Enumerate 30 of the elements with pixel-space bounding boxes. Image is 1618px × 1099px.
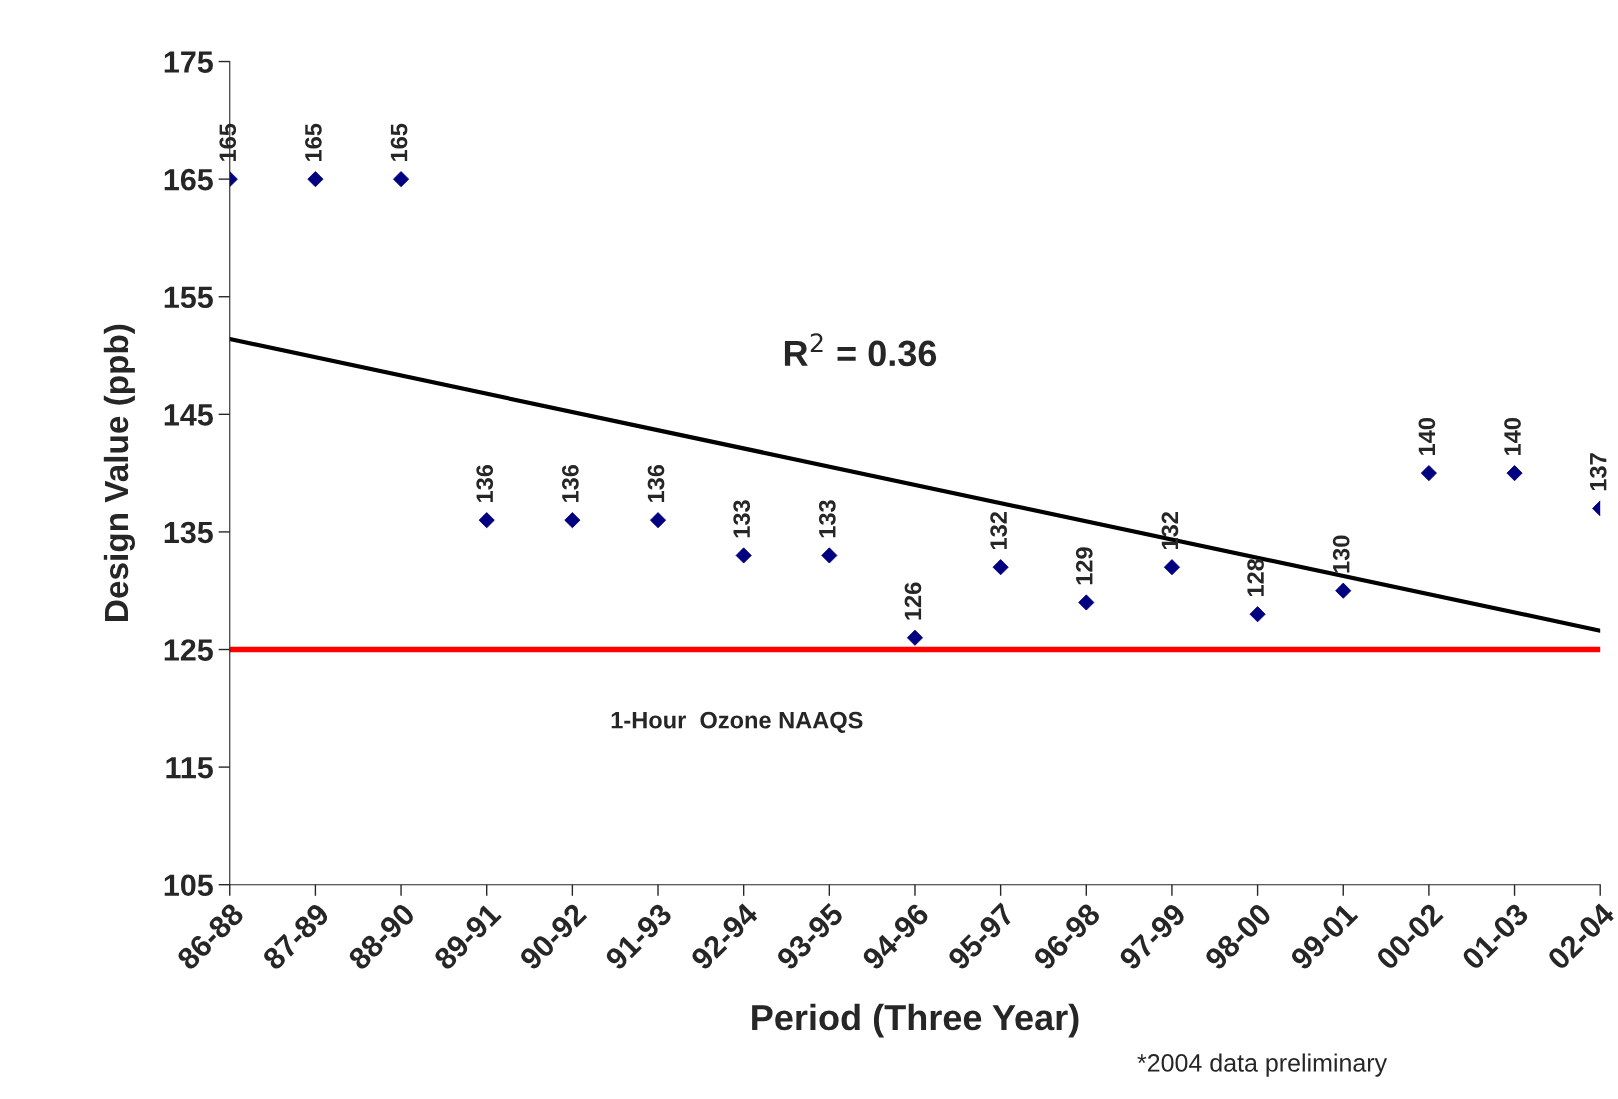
data-label: 165: [390, 123, 408, 161]
data-label: 140: [1418, 418, 1436, 455]
y-tick-label: 145: [164, 404, 213, 426]
data-label: 129: [1075, 547, 1093, 585]
y-tick-label: 175: [164, 51, 213, 73]
y-tick-label: 105: [164, 874, 213, 897]
y-axis-title: Design Value (ppb): [103, 324, 136, 621]
data-label: 130: [1332, 535, 1350, 573]
y-tick-label: 115: [166, 757, 213, 779]
x-axis-title: Period (Three Year): [752, 1003, 1079, 1038]
data-label: 165: [305, 123, 322, 161]
data-label: 132: [990, 512, 1007, 550]
data-label: 136: [647, 464, 665, 502]
y-tick-label: 135: [164, 521, 213, 544]
data-label: 137: [1589, 453, 1607, 491]
data-label: 132: [1161, 512, 1179, 550]
data-label: 136: [561, 464, 579, 502]
text: *2004 data preliminary: [1137, 1053, 1388, 1077]
data-label: 165: [219, 123, 237, 161]
annotation: R$^{2}$ = 0.36: [784, 333, 937, 367]
y-tick-label: 155: [164, 286, 213, 309]
data-label: 140: [1504, 418, 1521, 455]
data-label: 126: [904, 582, 922, 620]
y-tick-label: 165: [164, 168, 213, 191]
data-label: 133: [733, 500, 751, 538]
ref-line-label: 1-Hour Ozone NAAQS: [611, 711, 863, 733]
data-label: 133: [818, 500, 836, 538]
y-tick-label: 125: [164, 639, 213, 661]
data-label: 128: [1247, 558, 1264, 597]
data-label: 136: [476, 464, 494, 502]
